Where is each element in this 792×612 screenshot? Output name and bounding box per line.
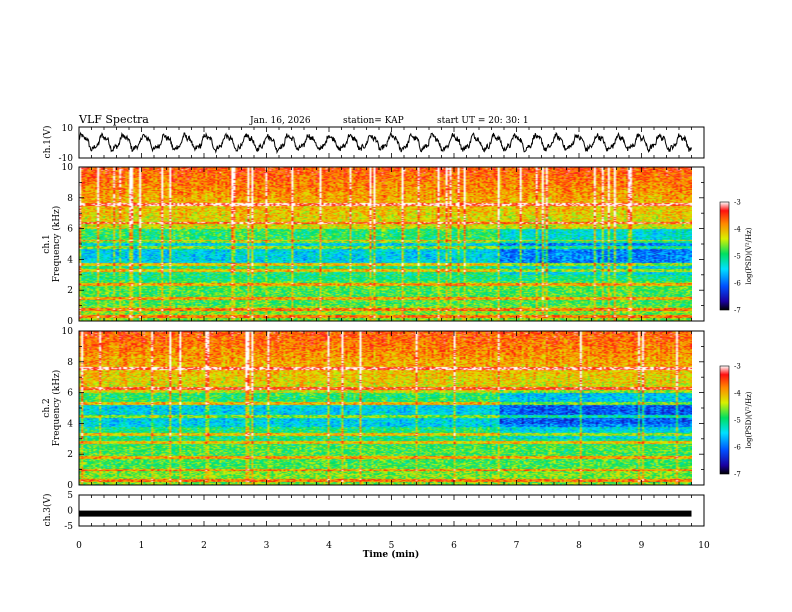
figure-title: VLF Spectra (78, 113, 149, 126)
ch2-ylabel-frequency: Frequency (kHz) (51, 370, 62, 447)
colorbar-tick-label: -5 (734, 253, 741, 261)
ch2-spectrogram-panel: 0 2 4 6 8 10 ch.2 Frequency (kHz) (42, 327, 705, 491)
x-tick-label: 8 (576, 541, 582, 551)
x-tick-label: 2 (201, 541, 207, 551)
ch1-ytick-top: 10 (62, 124, 74, 134)
ch1-colorbar: -3 -4 -5 -6 -7 log(PSD)(V²/Hz) (719, 199, 753, 315)
x-tick-label: 9 (639, 541, 645, 551)
ch2-colorbar-label: log(PSD)(V²/Hz) (745, 391, 753, 448)
y-tick-label: 10 (62, 327, 74, 337)
colorbar-tick-label: -6 (734, 280, 741, 288)
y-tick-label: 10 (62, 163, 74, 173)
y-tick-label: 6 (67, 225, 73, 235)
ch2-colorbar: -3 -4 -5 -6 -7 log(PSD)(V²/Hz) (719, 363, 753, 479)
x-tick-label: 1 (139, 541, 145, 551)
colorbar-tick-label: -7 (734, 471, 741, 479)
date-label: Jan. 16, 2026 (249, 116, 311, 126)
x-tick-label: 7 (514, 541, 520, 551)
ch1-waveform-line (79, 131, 692, 155)
ch2-ylabel-channel: ch.2 (42, 398, 52, 417)
ch1-ytick-bottom: -10 (59, 154, 74, 164)
ch1-waveform-panel: 10 -10 ch.1(V) (42, 124, 705, 164)
station-label: station= KAP (343, 116, 404, 126)
colorbar-tick-label: -7 (734, 307, 741, 315)
y-tick-label: 2 (67, 286, 73, 296)
x-axis-tick-labels: 0 1 2 3 4 5 6 7 8 9 10 (76, 541, 710, 551)
x-axis-label: Time (min) (363, 549, 420, 560)
x-tick-label: 6 (451, 541, 457, 551)
y-tick-label: 0 (67, 481, 73, 491)
y-tick-label: 5 (67, 491, 73, 501)
ch1-spectrogram-image (79, 167, 692, 321)
x-tick-label: 10 (698, 541, 710, 551)
y-tick-label: 2 (67, 450, 73, 460)
ch1-ylabel-channel: ch.1 (42, 234, 52, 253)
y-tick-label: 0 (67, 507, 73, 517)
colorbar-tick-label: -3 (734, 199, 741, 207)
x-tick-label: 5 (389, 541, 395, 551)
x-tick-label: 3 (264, 541, 270, 551)
ch1-ylabel-frequency: Frequency (kHz) (51, 206, 62, 283)
y-tick-label: 8 (67, 194, 73, 204)
colorbar-tick-label: -3 (734, 363, 741, 371)
ch3-waveform-panel: 5 0 -5 ch.3(V) (42, 491, 705, 532)
y-tick-label: 4 (67, 419, 73, 429)
colorbar-tick-label: -5 (734, 417, 741, 425)
ch1-ylabel: ch.1(V) (42, 126, 53, 159)
ch3-waveform-line (79, 510, 692, 517)
x-tick-label: 4 (326, 541, 332, 551)
ch3-ylabel: ch.3(V) (42, 494, 53, 527)
y-tick-label: 8 (67, 358, 73, 368)
y-tick-label: 4 (67, 255, 73, 265)
y-tick-label: 0 (67, 317, 73, 327)
ch1-spectrogram-panel: 0 2 4 6 8 10 ch.1 Frequency (kHz) (42, 163, 705, 327)
colorbar-tick-label: -4 (734, 226, 741, 234)
colorbar-tick-label: -6 (734, 444, 741, 452)
start-ut-label: start UT = 20: 30: 1 (437, 116, 529, 126)
y-tick-label: -5 (64, 522, 73, 532)
ch1-colorbar-label: log(PSD)(V²/Hz) (745, 227, 753, 284)
ch2-spectrogram-image (79, 331, 692, 485)
x-tick-label: 0 (76, 541, 82, 551)
y-tick-label: 6 (67, 389, 73, 399)
colorbar-tick-label: -4 (734, 390, 741, 398)
